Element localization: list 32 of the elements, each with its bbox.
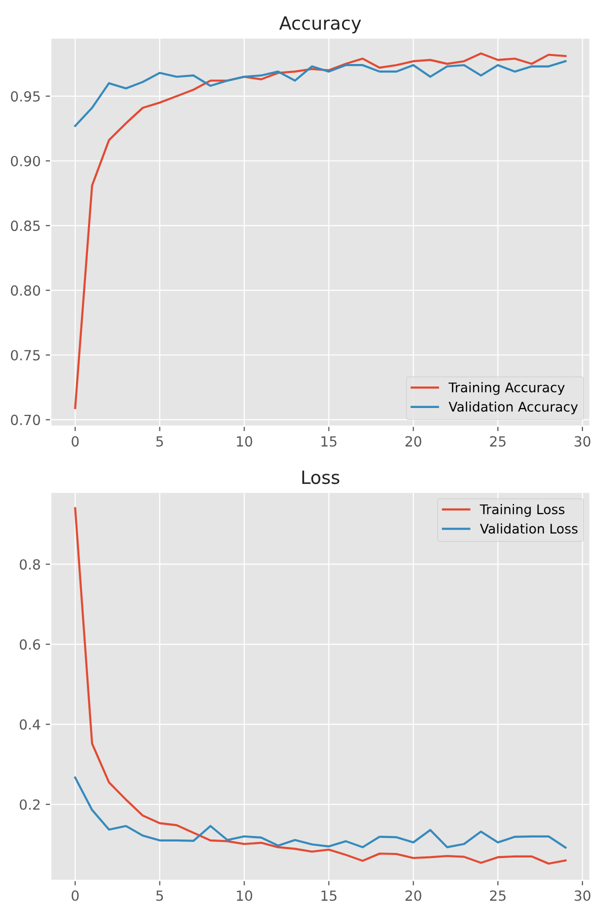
x-tick-label: 5 — [156, 890, 163, 901]
legend-label: Validation Accuracy — [448, 402, 578, 414]
chart-title: Accuracy — [279, 16, 362, 34]
x-tick-label: 0 — [72, 436, 79, 447]
legend-label: Training Accuracy — [448, 382, 565, 395]
y-tick-label: 0.80 — [10, 285, 40, 296]
y-tick-label: 0.2 — [20, 799, 40, 810]
x-tick-label: 30 — [574, 890, 590, 901]
y-tick-label: 0.85 — [10, 220, 40, 232]
x-tick-label: 25 — [490, 890, 506, 901]
x-tick-label: 5 — [156, 436, 163, 447]
y-tick-label: 0.6 — [20, 639, 40, 650]
x-tick-label: 15 — [321, 890, 336, 901]
x-tick-label: 30 — [574, 436, 590, 447]
x-tick-label: 10 — [236, 890, 252, 901]
x-tick-label: 20 — [406, 890, 422, 901]
y-tick-label: 0.95 — [10, 91, 40, 102]
x-tick-label: 0 — [72, 890, 79, 901]
line-series — [74, 60, 567, 127]
y-tick-label: 0.4 — [20, 719, 40, 730]
x-tick-label: 10 — [236, 436, 252, 447]
x-tick-label: 25 — [490, 436, 506, 447]
x-tick-label: 20 — [406, 436, 422, 447]
y-tick-label: 0.90 — [10, 156, 40, 166]
legend-label: Training Loss — [480, 504, 564, 517]
x-tick-label: 15 — [321, 436, 336, 447]
y-tick-label: 0.75 — [10, 350, 40, 360]
chart-title: Loss — [302, 470, 340, 484]
legend-label: Validation Loss — [480, 523, 578, 534]
y-tick-label: 0.70 — [10, 414, 40, 426]
y-tick-label: 0.8 — [20, 559, 40, 570]
line-series — [74, 776, 567, 849]
